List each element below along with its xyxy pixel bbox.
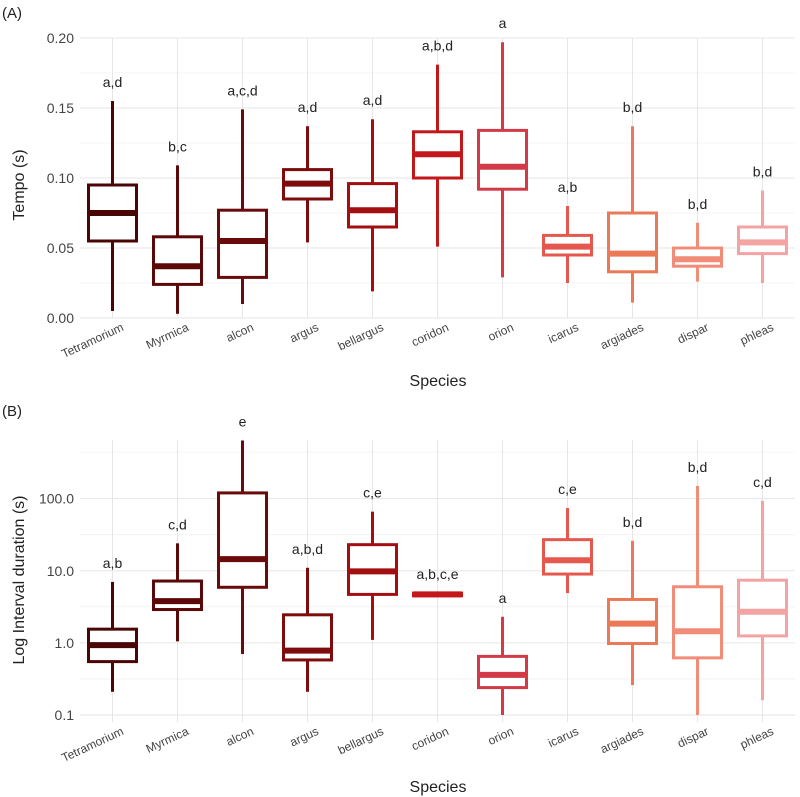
panel-b-box-phleas: c,d [737,474,788,701]
significance-letters: b,d [688,196,707,212]
panel-b-box-tetramorium: a,b [87,555,138,692]
panel-a-x-tick-label: argus [288,320,321,345]
significance-letters: a,d [298,99,317,115]
panel-a-box-alcon: a,c,d [217,82,268,304]
panel-b-box-argus: a,b,d [282,541,333,692]
panel-a-x-tick-label: orion [486,320,516,344]
iqr-box [542,538,593,576]
iqr-box [607,211,658,274]
significance-letters: a,d [363,92,382,108]
significance-letters: a,c,d [227,82,257,98]
panel-b-box-bellargus: c,e [347,485,398,640]
panel-a-box-tetramorium: a,d [87,74,138,311]
significance-letters: a,b [103,555,123,571]
panel-b-box-argiades: b,d [607,514,658,686]
iqr-box [152,235,203,286]
panel-a-box-icarus: a,b [542,179,593,283]
panel-b-box-alcon: e [217,413,268,655]
significance-letters: a,b,c,e [416,566,458,582]
panel-a-box-myrmica: b,c [152,138,203,314]
panel-b-y-tick-label: 10.0 [47,563,74,579]
iqr-box [477,128,528,191]
panel-a-x-tick-label: Tetramorium [59,320,125,361]
panel-a-y-tick-label: 0.15 [47,100,74,116]
iqr-box [152,579,203,612]
significance-letters: b,c [168,138,187,154]
significance-letters: a [499,15,507,31]
panel-b-y-tick-label: 0.1 [55,707,75,723]
panel-a-box-coridon: a,b,d [412,38,463,247]
panel-b-x-tick-label: Tetramorium [59,724,125,765]
panel-b-y-tick-label: 100.0 [39,491,74,507]
panel-a-x-tick-label: bellargus [336,320,386,353]
significance-letters: c,d [753,474,772,490]
panel-b-box-myrmica: c,d [152,516,203,642]
panel-a-x-tick-label: Myrmica [144,320,191,352]
panel-b-x-tick-label: bellargus [336,724,386,757]
panel-a-x-tick-label: icarus [546,320,581,346]
panel-a-x-tick-label: argiades [598,320,646,352]
panel-b-x-axis-title: Species [410,779,467,796]
panel-a-y-tick-label: 0.05 [47,240,74,256]
iqr-box [347,182,398,229]
significance-letters: c,e [363,485,382,501]
panel-a-y-tick-label: 0.20 [47,30,74,46]
panel-b-x-tick-label: Myrmica [144,724,191,756]
panel-a-box-argiades: b,d [607,99,658,303]
panel-b-plot: 0.1 1.0 10.0 100.0 a,b c,d e a,b,d c,e a,b,c,e a c,… [39,413,795,765]
panel-a-box-argus: a,d [282,99,333,243]
panel-a-x-axis-title: Species [410,373,467,390]
panel-b-box-coridon: a,b,c,e [412,566,463,598]
panel-a-box-dispar: b,d [672,196,723,282]
iqr-box [737,578,788,638]
panel-a-x-tick-label: alcon [224,320,256,345]
panel-a-y-tick-label: 0.10 [47,170,74,186]
significance-letters: a,b,d [422,38,453,54]
panel-b-x-tick-label: orion [486,724,516,748]
panel-a-x-tick-label: coridon [409,320,451,349]
panel-b-y-tick-label: 1.0 [55,635,75,651]
panel-b-x-tick-label: argus [288,724,321,749]
panel-b-box-icarus: c,e [542,481,593,594]
panel-a-box-bellargus: a,d [347,92,398,292]
panel-a-label: (A) [2,5,22,22]
panel-a-x-tick-label: dispar [675,320,711,347]
panel-a-plot: 0.00 0.05 0.10 0.15 0.20 a,d b,c a,c,d a,d a,d a,b… [47,15,795,361]
significance-letters: a [499,590,507,606]
panel-b-x-tick-label: argiades [598,724,646,756]
panel-b-y-axis-title: Log Interval duration (s) [11,496,28,665]
significance-letters: c,e [558,481,577,497]
panel-b-x-tick-label: dispar [675,724,711,751]
significance-letters: c,d [168,516,187,532]
panel-a-box-phleas: b,d [737,164,788,283]
panel-a-x-tick-label: phleas [738,320,776,348]
significance-letters: e [239,413,247,429]
iqr-box [217,491,268,589]
significance-letters: a,b,d [292,541,323,557]
panel-a-box-orion: a [477,15,528,278]
significance-letters: b,d [623,99,642,115]
panel-b-x-tick-label: coridon [409,724,451,753]
significance-letters: a,b [558,179,578,195]
iqr-box [672,585,723,660]
panel-b-box-orion: a [477,590,528,716]
panel-b-x-tick-label: phleas [738,724,776,752]
significance-letters: b,d [753,164,772,180]
panel-b-x-tick-label: alcon [224,724,256,749]
panel-a-y-axis-title: Tempo (s) [11,149,28,220]
panel-b-label: (B) [2,403,22,420]
panel-a-y-tick-label: 0.00 [47,310,74,326]
panel-b-x-tick-label: icarus [546,724,581,750]
significance-letters: b,d [688,459,707,475]
significance-letters: a,d [103,74,122,90]
significance-letters: b,d [623,514,642,530]
panel-b-box-dispar: b,d [672,459,723,716]
